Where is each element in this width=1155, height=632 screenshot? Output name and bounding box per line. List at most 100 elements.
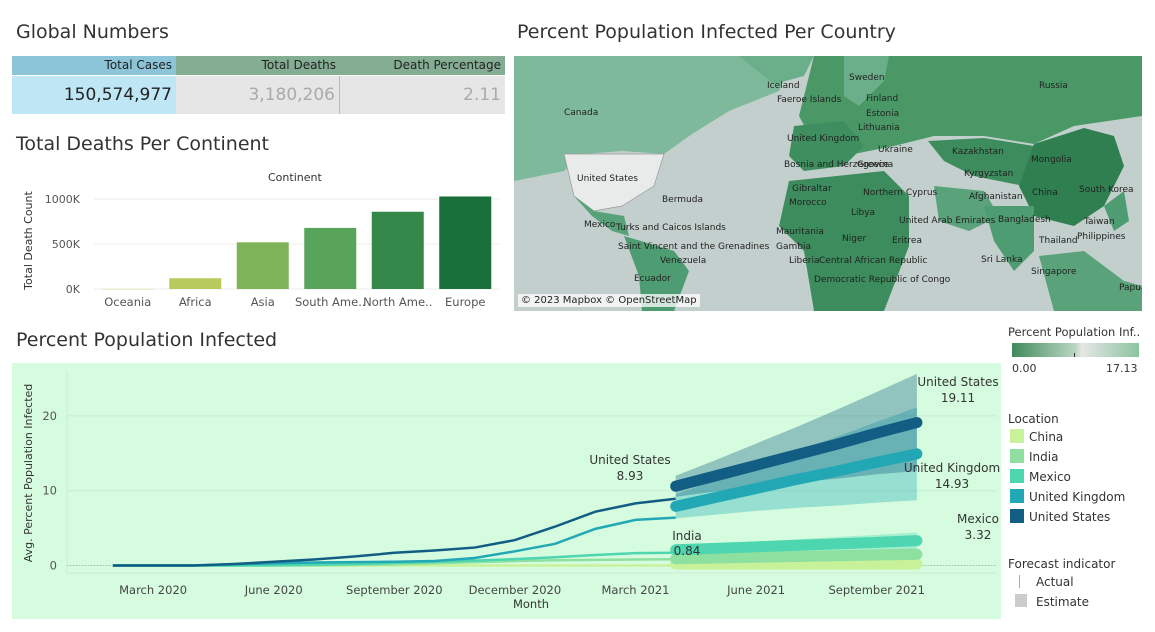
estimate-label: Estimate [1036,595,1090,609]
legend-swatch-united-kingdom[interactable] [1010,489,1024,503]
forecast-line-mexico [670,535,923,556]
india-shape [984,206,1034,271]
forecast-line-united-states [670,417,923,492]
line-xlabel: Month [513,597,549,611]
global-numbers-title: Global Numbers [16,21,169,43]
global-numbers-table: Total Cases Total Deaths Death Percentag… [12,56,505,114]
greenland-shape [739,56,814,84]
bar-ytick-label: 500K [52,238,81,251]
map-label-thailand: Thailand [1039,236,1078,246]
map-shapes [514,56,1142,311]
legend-swatch-mexico[interactable] [1010,469,1024,483]
central-asia-shape [928,138,1054,186]
line-xtick-label: December 2020 [469,583,562,597]
map-label-papua-new: Papua New [1119,283,1142,293]
map-label-gibraltar: Gibraltar [792,184,832,194]
map-label-iceland: Iceland [767,81,800,91]
legend-label-united-kingdom[interactable]: United Kingdom [1029,490,1126,504]
deaths-bar-chart: 0K 500K 1000K Total Death Count Oceania Afric… [22,191,499,309]
total-deaths-header: Total Deaths [176,56,340,75]
map-label-bosnia-and-herzegovina: Bosnia and Herzegovina [784,160,894,170]
map-label-ecuador: Ecuador [634,274,671,284]
map-label-china: China [1032,188,1058,198]
annotation-value: 8.93 [617,469,644,483]
china-shape [1019,128,1124,226]
color-legend-marker [1074,353,1075,357]
map-label-taiwan: Taiwan [1084,217,1115,227]
infection-line-chart[interactable]: 0 10 20 Avg. Percent Population Infected Mar… [12,363,1001,619]
line-xtick-label: June 2020 [244,583,303,597]
map-label-bangladesh: Bangladesh [998,215,1051,225]
map-label-lithuania: Lithuania [858,123,900,133]
map-label-south-korea: South Korea [1079,185,1134,195]
actual-line-united-states [112,497,676,567]
map-label-afghanistan: Afghanistan [969,192,1023,202]
world-map[interactable]: Russia Sweden Iceland Faeroe Islands Finland… [514,56,1142,311]
bar-europe [439,196,492,289]
map-label-venezuela: Venezuela [660,256,707,266]
map-label-ukraine: Ukraine [878,145,913,155]
line-ytick-label: 10 [42,484,57,498]
bar-ytick-label: 0K [66,283,81,296]
africa-shape [779,171,909,311]
annotation-value: 19.11 [941,391,975,405]
legend-swatch-india[interactable] [1010,449,1024,463]
map-label-northern-cyprus: Northern Cyprus [863,188,938,198]
forecast-line-united-kingdom [670,448,923,512]
bar-category-label: Europe [445,295,485,309]
map-label-gambia: Gambia [776,242,811,252]
map-label-mongolia: Mongolia [1031,155,1072,165]
legend-label-united-states[interactable]: United States [1029,510,1111,524]
legend-label-mexico[interactable]: Mexico [1029,470,1071,484]
bar-ytick-label: 1000K [45,193,81,206]
legend-swatch-united-states[interactable] [1010,509,1024,523]
annotation-name: United States [917,375,998,389]
total-deaths-value[interactable]: 3,180,206 [176,76,340,114]
map-label-finland: Finland [866,94,899,104]
annotation-value: 3.32 [965,528,992,542]
map-label-niger: Niger [842,234,867,244]
annotation-name: Mexico [957,512,999,526]
legend-label-china[interactable]: China [1029,430,1064,444]
map-label-mexico: Mexico [584,220,616,230]
legend-label-india[interactable]: India [1029,450,1059,464]
line-xtick-label: September 2020 [346,583,443,597]
map-label-canada: Canada [564,108,599,118]
scandinavia-shape [844,56,889,106]
map-label-morocco: Morocco [789,198,827,208]
annotation-name: United States [589,453,670,467]
map-label-kazakhstan: Kazakhstan [952,147,1004,157]
taiwan-korea-shape [1104,191,1129,231]
total-cases-value[interactable]: 150,574,977 [12,76,176,114]
actual-swatch [1019,575,1020,588]
legend-swatch-china[interactable] [1010,429,1024,443]
middle-east-shape [934,186,999,231]
map-label-libya: Libya [851,208,876,218]
death-percentage-header: Death Percentage [340,56,505,75]
bar-category-label: Oceania [104,295,151,309]
location-legend-title: Location [1008,412,1059,426]
map-label-greece: Greece [857,160,890,170]
line-ytick-label: 0 [50,559,57,573]
bar-ylabel: Total Death Count [22,191,35,291]
bar-south-ame- [304,227,357,289]
forecast-legend-title: Forecast indicator [1008,557,1116,571]
map-label-united-arab-emirates: United Arab Emirates [899,216,996,226]
bar-category-label: South Ame.. [295,295,366,309]
canada-shape [514,56,794,181]
map-label-turks-and-caicos-islands: Turks and Caicos Islands [616,223,726,233]
map-attribution: © 2023 Mapbox © OpenStreetMap [518,294,700,307]
south-america-shape [624,236,689,311]
annotation-name: United Kingdom [904,461,1000,475]
map-label-mauritania: Mauritania [776,227,824,237]
annotation-value: 0.84 [674,544,701,558]
southeast-asia-shape [1039,251,1142,311]
map-label-sweden: Sweden [849,73,885,83]
line-chart-title: Percent Population Infected [16,329,278,351]
color-legend-ramp[interactable] [1012,343,1139,357]
bar-category-label: North Ame.. [363,295,432,309]
estimate-swatch [1015,594,1027,607]
bar-category-label: Asia [251,295,275,309]
line-ytick-label: 20 [42,409,57,423]
death-percentage-value[interactable]: 2.11 [340,76,505,114]
